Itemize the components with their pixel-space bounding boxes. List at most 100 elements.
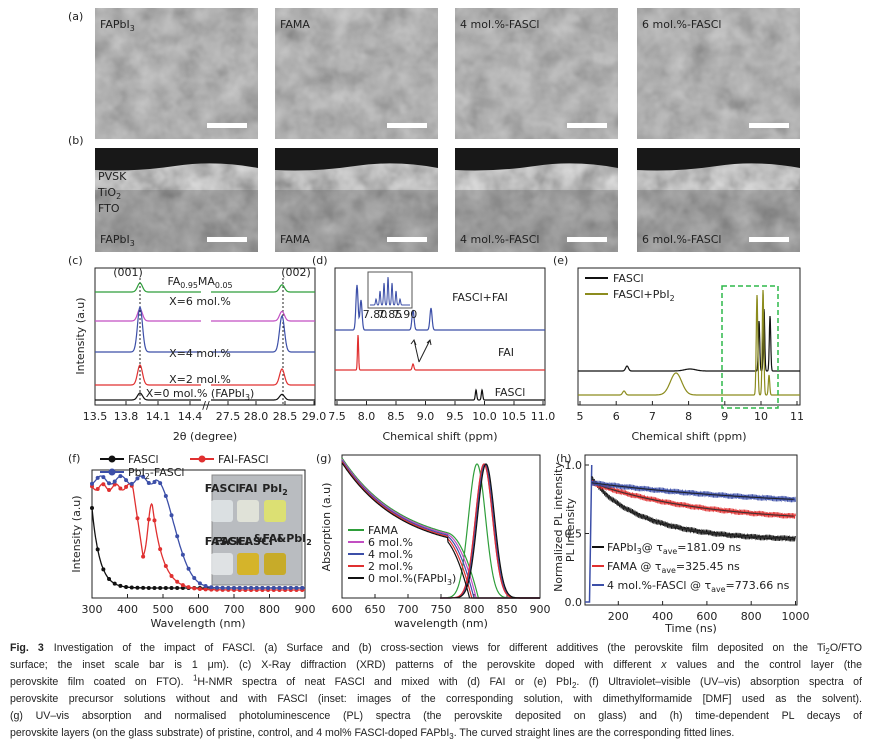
curve [335, 388, 545, 401]
caption-text: O/FTO [829, 642, 862, 654]
x-tick-label: 9.5 [446, 410, 464, 423]
inset-label: FASCl [205, 535, 240, 548]
inset-label: FASCl &PbI2 [238, 532, 312, 548]
curve-label: FA0.95MA0.05 [167, 275, 232, 290]
curve-label: X=0 mol.% (FAPbI3) [146, 387, 255, 402]
panel-label: (b) [68, 134, 84, 147]
x-tick-label: 10.5 [502, 410, 527, 423]
curve [95, 364, 201, 386]
text-run: X=0 mol.% (FAPbI [146, 387, 245, 400]
marker [146, 517, 151, 522]
caption-line: perovskite film coated on FTO). 1H-NMR s… [10, 674, 862, 691]
scale-bar [387, 123, 427, 128]
text-run: 4 mol.% [368, 548, 413, 561]
curve-label: FAI [498, 346, 514, 359]
y-tick-label: 0.5 [565, 528, 583, 541]
curve [591, 477, 794, 540]
curve [591, 480, 796, 519]
subscript: 2 [145, 472, 150, 481]
image-label: 6 mol.%-FASCl [642, 18, 721, 31]
curve-label: X=4 mol.% [169, 347, 231, 360]
text-run: FASCl [205, 535, 240, 548]
marker [107, 576, 112, 581]
x-tick-label: 400 [117, 603, 138, 616]
marker [158, 481, 163, 486]
curve [578, 308, 800, 372]
subscript: 2 [282, 488, 288, 497]
text-run: FAPbI [100, 233, 130, 246]
text-run: FTO [98, 202, 120, 215]
marker [175, 534, 180, 539]
vial [264, 500, 286, 522]
marker [107, 487, 112, 492]
legend-label: FAPbI3@ τave=181.09 ns [607, 541, 741, 556]
layer-label: TiO2 [97, 186, 121, 201]
marker [163, 564, 168, 569]
marker [169, 513, 174, 518]
text-run: =773.66 ns [725, 579, 789, 592]
x-tick-label: 11 [790, 410, 804, 423]
subscript: 0.05 [215, 281, 233, 290]
text-run: FASCl [215, 535, 250, 548]
curve [591, 482, 794, 500]
x-tick-label: 8.0 [358, 410, 376, 423]
x-tick-label: 300 [82, 603, 103, 616]
legend-label: FAMA @ τave=325.45 ns [607, 560, 740, 575]
marker [214, 585, 219, 590]
marker [124, 478, 129, 483]
marker [197, 581, 202, 586]
marker [101, 482, 106, 487]
marker [169, 585, 174, 590]
marker [124, 484, 129, 489]
vial [237, 553, 259, 575]
curve [370, 276, 410, 306]
curve-label: FASCl [495, 386, 526, 399]
x-tick-label: 11.0 [531, 410, 556, 423]
text-run: X=2 mol.% [169, 373, 231, 386]
legend-marker [108, 468, 116, 476]
marker [158, 547, 163, 552]
scale-bar [749, 123, 789, 128]
axis-label: Intensity (a.u) [74, 297, 87, 374]
marker [101, 567, 106, 572]
sem-top [455, 148, 618, 171]
marker [266, 586, 271, 590]
legend-label: PbI2-FASCl [128, 466, 184, 481]
marker [192, 586, 197, 591]
legend-label: 0 mol.%(FAPbI3) [368, 572, 456, 587]
curve [95, 308, 201, 322]
sem-tone [637, 8, 800, 139]
legend-marker [108, 455, 116, 463]
marker [180, 552, 185, 557]
inset-tick-label: 7.90 [393, 308, 418, 321]
text-run: FASCl [128, 453, 159, 466]
legend-label: FASCl [128, 453, 159, 466]
sem-tone [275, 8, 438, 139]
layer-label: FTO [98, 202, 120, 215]
panel-label: (h) [556, 452, 572, 465]
caption-sub: 2 [571, 681, 577, 691]
text-run: FASCl [205, 482, 240, 495]
curve [341, 462, 540, 599]
marker [232, 585, 236, 590]
x-tick-label: 29.0 [302, 410, 327, 423]
text-run: FAI [239, 482, 258, 495]
marker [249, 585, 254, 590]
y-tick-label: 1.0 [565, 459, 583, 472]
caption-text: H-NMR spectra of neat FASCl and mixed wi… [197, 676, 572, 688]
sem-image [455, 8, 618, 139]
axis-label: PL Intensity [564, 497, 577, 562]
curve [591, 482, 794, 517]
marker [237, 585, 242, 590]
fig-number: Fig. 3 [10, 642, 44, 654]
curve-label: X=2 mol.% [169, 373, 231, 386]
sem-image [95, 8, 258, 139]
legend-label: FASCl [613, 272, 644, 285]
curve [335, 334, 545, 371]
rise [585, 464, 593, 603]
sem-top [95, 148, 258, 171]
marker [146, 585, 151, 590]
caption-italic: x [661, 659, 667, 671]
x-tick-label: 14.4 [178, 410, 203, 423]
curve [578, 289, 800, 396]
